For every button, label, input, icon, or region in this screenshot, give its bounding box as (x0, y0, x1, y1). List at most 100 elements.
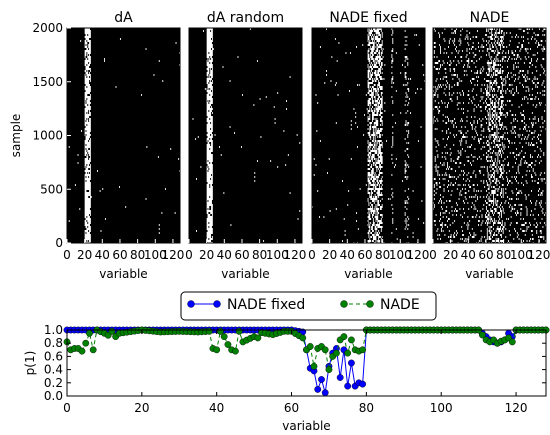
series-point (235, 327, 243, 335)
x-tick-label: 40 (95, 248, 110, 262)
series-point (348, 359, 355, 367)
x-tick-label: 120 (505, 401, 528, 415)
y-tick-label: 0.4 (44, 363, 63, 377)
x-tick-label: 60 (112, 248, 127, 262)
plot-frame (66, 329, 547, 397)
legend-marker (340, 300, 348, 308)
series-point (213, 346, 221, 354)
series-point (224, 341, 232, 348)
series-point (314, 385, 322, 393)
series-point (310, 362, 318, 370)
x-axis-label: variable (99, 267, 147, 281)
x-tick-label: 60 (284, 401, 299, 415)
x-axis-label: variable (344, 267, 392, 281)
series-point (325, 366, 333, 373)
y-tick-label: 0 (55, 236, 63, 250)
x-tick-label: 40 (340, 248, 355, 262)
x-tick-label: 40 (461, 248, 476, 262)
legend-marker (187, 300, 195, 308)
x-tick-label: 100 (389, 248, 412, 262)
legend-box (180, 291, 437, 321)
legend-label: NADE (380, 297, 420, 313)
series-point (508, 338, 516, 346)
series-point (89, 346, 97, 354)
series-point (318, 376, 325, 383)
x-tick-label: 120 (283, 248, 306, 262)
x-tick-label: 100 (144, 248, 167, 262)
heatmap-title: NADE (470, 10, 510, 26)
y-tick-label: 0.2 (44, 376, 63, 390)
heatmap-cells (433, 28, 546, 244)
series-point (344, 382, 352, 390)
heatmap-title: dA (114, 10, 133, 26)
y-tick-label: 0.6 (44, 349, 63, 363)
heatmap-frame (188, 27, 303, 244)
series-point (359, 346, 367, 354)
y-axis-label: p(1) (23, 351, 37, 376)
series-point (321, 389, 329, 397)
series-point (205, 327, 213, 335)
series-point (359, 380, 367, 388)
x-tick-label: 0 (308, 248, 316, 262)
x-tick-label: 20 (322, 248, 337, 262)
series-point (340, 333, 348, 340)
series-point (336, 374, 344, 381)
series-point (82, 339, 90, 347)
series-point (306, 343, 314, 350)
series-nade (63, 326, 550, 373)
legend-label: NADE fixed (227, 297, 305, 313)
series-point (231, 347, 239, 355)
x-axis-label: variable (221, 267, 269, 281)
series-point (78, 347, 86, 355)
x-axis-label: variable (282, 419, 330, 433)
heatmap-frame (311, 27, 426, 244)
x-tick-label: 80 (252, 248, 267, 262)
x-tick-label: 80 (375, 248, 390, 262)
series-point (321, 346, 329, 354)
legend: NADE fixed NADE (180, 291, 437, 321)
heatmap-title: dA random (207, 10, 284, 26)
x-axis-label: variable (465, 267, 513, 281)
heatmap-background (67, 28, 180, 243)
series-point (478, 331, 486, 339)
x-tick-label: 20 (77, 248, 92, 262)
x-tick-label: 100 (430, 401, 453, 415)
series-point (220, 333, 228, 340)
x-tick-label: 100 (266, 248, 289, 262)
series-point (86, 329, 93, 337)
y-tick-label: 2000 (32, 21, 63, 35)
x-tick-label: 20 (199, 248, 214, 262)
y-tick-label: 0.8 (44, 336, 63, 350)
series-point (344, 349, 352, 357)
y-tick-label: 1500 (32, 75, 63, 89)
heatmap-cells (312, 28, 425, 244)
heatmap-background (189, 28, 302, 243)
x-tick-label: 0 (429, 248, 437, 262)
x-tick-label: 80 (359, 401, 374, 415)
series-point (333, 349, 340, 357)
x-tick-label: 20 (134, 401, 149, 415)
x-tick-label: 120 (161, 248, 184, 262)
y-axis-label: sample (9, 114, 23, 158)
x-tick-label: 60 (234, 248, 249, 262)
x-tick-label: 60 (478, 248, 493, 262)
heatmap-frame (432, 27, 547, 244)
x-tick-label: 40 (217, 248, 232, 262)
x-tick-label: 120 (406, 248, 429, 262)
x-tick-label: 0 (63, 401, 71, 415)
y-tick-label: 0.0 (44, 389, 63, 403)
x-tick-label: 20 (443, 248, 458, 262)
legend-marker (213, 300, 221, 308)
plot-area (67, 330, 546, 396)
legend-marker (366, 300, 374, 308)
y-tick-label: 500 (40, 182, 63, 196)
x-tick-label: 0 (63, 248, 71, 262)
x-tick-label: 0 (185, 248, 193, 262)
x-tick-label: 40 (209, 401, 224, 415)
y-tick-label: 1000 (32, 129, 63, 143)
